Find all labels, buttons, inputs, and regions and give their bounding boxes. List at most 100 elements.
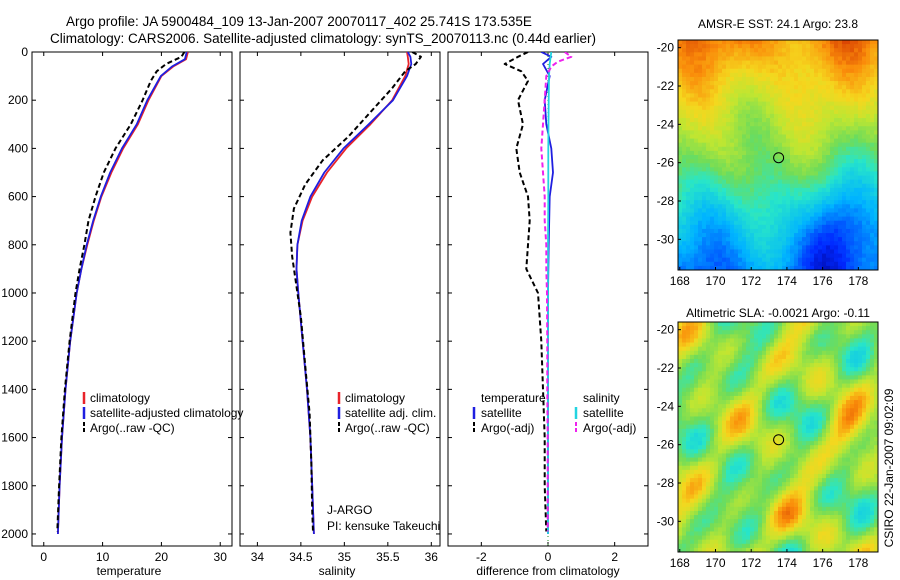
- heatmap-cell: [790, 101, 795, 107]
- heatmap-cell: [826, 478, 831, 483]
- heatmap-cell: [826, 354, 831, 360]
- heatmap-cell: [746, 163, 751, 168]
- heatmap-cell: [830, 204, 835, 209]
- heatmap-cell: [770, 163, 775, 168]
- heatmap-cell: [786, 449, 791, 454]
- heatmap-cell: [842, 64, 847, 70]
- heatmap-cell: [818, 122, 823, 127]
- heatmap-cell: [738, 412, 743, 417]
- heatmap-cell: [818, 371, 823, 376]
- heatmap-cell: [730, 183, 735, 189]
- heatmap-cell: [862, 142, 867, 148]
- heatmap-cell: [822, 48, 827, 53]
- heatmap-cell: [854, 159, 859, 164]
- lat-tick-label: -20: [657, 41, 675, 55]
- heatmap-cell: [742, 220, 747, 226]
- heatmap-cell: [750, 212, 755, 218]
- heatmap-cell: [798, 196, 803, 201]
- heatmap-cell: [786, 387, 791, 393]
- heatmap-cell: [834, 383, 839, 389]
- heatmap-cell: [874, 363, 879, 368]
- heatmap-cell: [766, 142, 771, 148]
- heatmap-cell: [794, 358, 799, 364]
- heatmap-cell: [818, 432, 823, 438]
- heatmap-cell: [762, 101, 767, 107]
- heatmap-cell: [714, 60, 719, 66]
- heatmap-cell: [818, 408, 823, 413]
- heatmap-cell: [846, 334, 851, 339]
- heatmap-cell: [742, 473, 747, 479]
- heatmap-cell: [766, 371, 771, 376]
- heatmap-cell: [802, 183, 807, 189]
- heatmap-cell: [870, 183, 875, 189]
- heatmap-cell: [814, 105, 819, 111]
- heatmap-cell: [834, 437, 839, 442]
- heatmap-cell: [790, 445, 795, 450]
- heatmap-cell: [686, 200, 691, 205]
- heatmap-cell: [850, 64, 855, 70]
- heatmap-cell: [842, 76, 847, 82]
- heatmap-cell: [782, 449, 787, 454]
- heatmap-cell: [774, 224, 779, 230]
- heatmap-cell: [786, 52, 791, 57]
- heatmap-cell: [846, 330, 851, 335]
- heatmap-cell: [850, 89, 855, 94]
- heatmap-cell: [786, 375, 791, 380]
- heatmap-cell: [822, 379, 827, 385]
- heatmap-cell: [770, 130, 775, 135]
- heatmap-cell: [818, 253, 823, 259]
- heatmap-cell: [714, 196, 719, 201]
- heatmap-cell: [738, 367, 743, 372]
- heatmap-cell: [838, 101, 843, 107]
- heatmap-cell: [710, 97, 715, 103]
- heatmap-cell: [826, 412, 831, 417]
- heatmap-cell: [698, 453, 703, 458]
- heatmap-cell: [774, 101, 779, 107]
- heatmap-cell: [874, 233, 879, 238]
- heatmap-cell: [682, 118, 687, 123]
- heatmap-cell: [858, 241, 863, 246]
- heatmap-cell: [750, 118, 755, 123]
- heatmap-cell: [830, 150, 835, 156]
- heatmap-cell: [754, 404, 759, 409]
- heatmap-cell: [846, 142, 851, 148]
- heatmap-cell: [742, 437, 747, 442]
- heatmap-cell: [850, 52, 855, 57]
- heatmap-cell: [758, 330, 763, 335]
- heatmap-cell: [758, 101, 763, 107]
- heatmap-cell: [758, 187, 763, 193]
- heatmap-cell: [714, 408, 719, 413]
- heatmap-cell: [862, 113, 867, 119]
- heatmap-cell: [794, 342, 799, 348]
- heatmap-cell: [806, 93, 811, 98]
- heatmap-cell: [834, 257, 839, 263]
- heatmap-cell: [690, 183, 695, 189]
- heatmap-cell: [734, 118, 739, 123]
- heatmap-cell: [678, 465, 683, 471]
- heatmap-cell: [682, 461, 687, 467]
- heatmap-cell: [834, 358, 839, 364]
- heatmap-cell: [694, 428, 699, 434]
- heatmap-cell: [758, 249, 763, 254]
- heatmap-cell: [746, 64, 751, 70]
- heatmap-cell: [754, 101, 759, 107]
- heatmap-cell: [686, 204, 691, 209]
- heatmap-cell: [710, 330, 715, 335]
- heatmap-cell: [754, 241, 759, 246]
- heatmap-cell: [870, 44, 875, 49]
- heatmap-cell: [694, 72, 699, 78]
- heatmap-cell: [718, 453, 723, 458]
- heatmap-cell: [870, 228, 875, 234]
- heatmap-cell: [842, 249, 847, 254]
- heatmap-cell: [774, 350, 779, 356]
- heatmap-cell: [710, 76, 715, 82]
- heatmap-cell: [834, 367, 839, 372]
- heatmap-cell: [822, 72, 827, 78]
- heatmap-cell: [754, 257, 759, 263]
- heatmap-cell: [830, 261, 835, 267]
- heatmap-cell: [802, 93, 807, 98]
- heatmap-cell: [842, 44, 847, 49]
- heatmap-cell: [822, 482, 827, 487]
- heatmap-cell: [742, 48, 747, 53]
- heatmap-cell: [754, 228, 759, 234]
